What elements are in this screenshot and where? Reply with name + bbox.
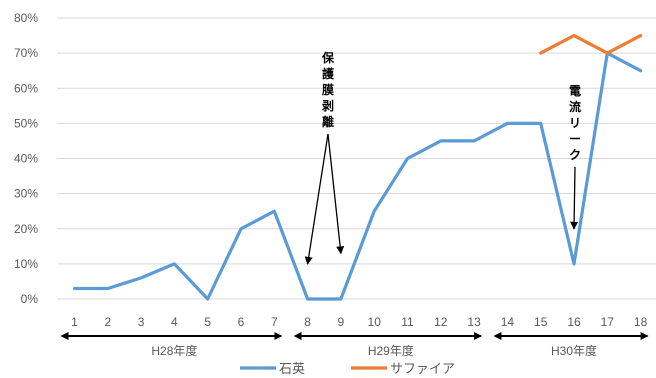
y-tick-label: 80% bbox=[14, 11, 38, 25]
period-label: H30年度 bbox=[551, 343, 597, 358]
annotation-text: 電流リーク bbox=[569, 84, 581, 162]
x-tick-label: 15 bbox=[534, 315, 548, 329]
period-label: H28年度 bbox=[151, 343, 197, 358]
y-tick-label: 10% bbox=[14, 257, 38, 271]
y-tick-label: 20% bbox=[14, 222, 38, 236]
x-axis-ticks: 1 2 3 4 5 6 7 8 9 10 11 12 13 14 15 16 17 18 bbox=[71, 315, 647, 329]
y-tick-label: 60% bbox=[14, 81, 38, 95]
x-tick-label: 7 bbox=[271, 315, 278, 329]
x-tick-label: 11 bbox=[401, 315, 414, 329]
annotation-arrow bbox=[570, 166, 579, 230]
legend: 石英 サファイア bbox=[240, 362, 455, 377]
legend-label: サファイア bbox=[390, 362, 455, 377]
legend-label: 石英 bbox=[279, 362, 305, 377]
annotation-arrow bbox=[327, 133, 345, 255]
x-tick-label: 3 bbox=[138, 315, 145, 329]
x-tick-label: 18 bbox=[634, 315, 648, 329]
annotation-text: 保護膜剥離 bbox=[321, 50, 335, 129]
x-tick-label: 4 bbox=[171, 315, 178, 329]
x-tick-label: 6 bbox=[238, 315, 245, 329]
y-tick-label: 50% bbox=[14, 116, 38, 130]
series-line-1 bbox=[539, 34, 643, 55]
y-tick-label: 70% bbox=[14, 46, 38, 60]
x-tick-label: 5 bbox=[204, 315, 211, 329]
x-tick-label: 8 bbox=[304, 315, 311, 329]
x-tick-label: 17 bbox=[601, 315, 615, 329]
y-tick-label: 0% bbox=[21, 292, 39, 306]
x-tick-label: 12 bbox=[434, 315, 448, 329]
x-tick-label: 10 bbox=[368, 315, 382, 329]
gridlines bbox=[57, 17, 656, 300]
series-line-0 bbox=[72, 51, 643, 301]
x-tick-label: 16 bbox=[567, 315, 581, 329]
annotations: 保護膜剥離 電流リーク bbox=[304, 50, 581, 265]
x-tick-label: 2 bbox=[104, 315, 111, 329]
period-brackets: H28年度 H29年度 H30年度 bbox=[60, 332, 649, 358]
x-tick-label: 14 bbox=[501, 315, 515, 329]
annotation-arrow bbox=[304, 133, 329, 265]
y-tick-label: 30% bbox=[14, 187, 38, 201]
x-tick-label: 1 bbox=[71, 315, 78, 329]
x-tick-label: 13 bbox=[467, 315, 481, 329]
series-lines bbox=[72, 34, 643, 301]
y-axis-ticks: 0% 10% 20% 30% 40% 50% 60% 70% 80% bbox=[14, 11, 38, 306]
y-tick-label: 40% bbox=[14, 152, 38, 166]
x-tick-label: 9 bbox=[338, 315, 345, 329]
period-label: H29年度 bbox=[368, 343, 414, 358]
